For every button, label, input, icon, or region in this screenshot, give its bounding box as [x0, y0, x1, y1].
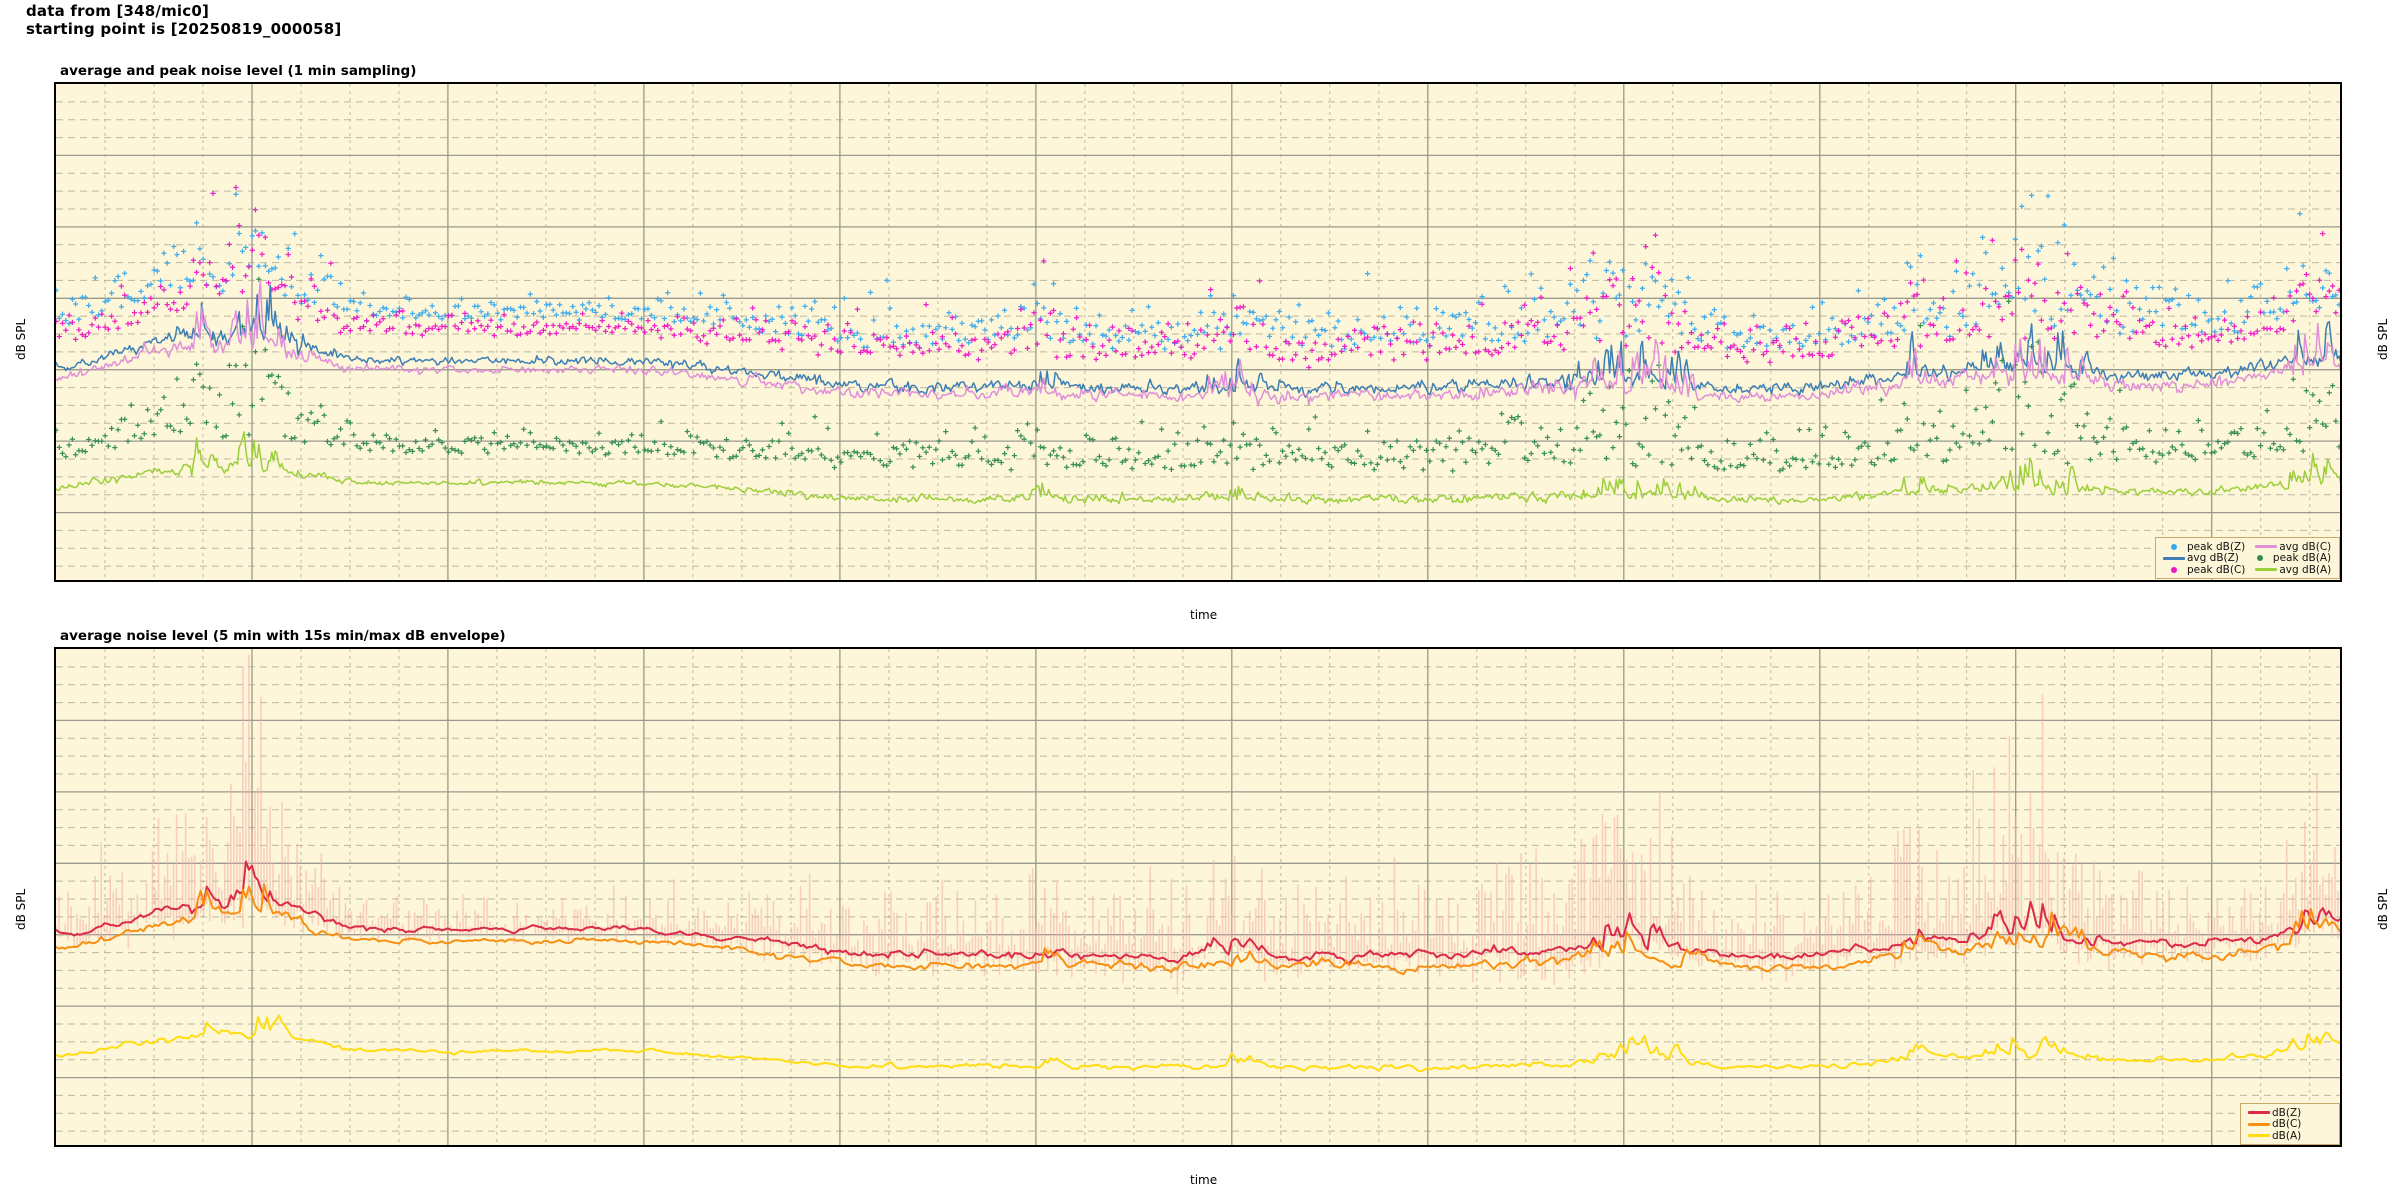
- legend-item[interactable]: peak dB(Z): [2161, 541, 2245, 553]
- legend-row: peak dB(Z) avg dB(C): [2161, 541, 2334, 553]
- chart-top-ylabel-left: dB SPL: [14, 318, 28, 360]
- legend-label: peak dB(Z): [2187, 540, 2246, 553]
- legend-item[interactable]: dB(C): [2246, 1118, 2301, 1130]
- chart-top-title: average and peak noise level (1 min samp…: [60, 63, 417, 79]
- legend-row: avg dB(Z) peak dB(A): [2161, 552, 2334, 564]
- legend-line-marker: [2246, 1134, 2272, 1138]
- legend-item[interactable]: peak dB(C): [2161, 564, 2245, 576]
- legend-label: dB(A): [2272, 1129, 2302, 1142]
- chart-bottom-ylabel-right: dB SPL: [2376, 888, 2390, 930]
- chart-top-plot-area: [54, 82, 2342, 582]
- header-data-source: data from [348/mic0]: [26, 2, 210, 20]
- legend-label: dB(Z): [2272, 1106, 2302, 1119]
- legend-line-marker: [2161, 556, 2187, 560]
- legend-item[interactable]: dB(Z): [2246, 1107, 2301, 1119]
- chart-bottom-ylabel-left: dB SPL: [14, 888, 28, 930]
- legend-label: dB(C): [2272, 1118, 2302, 1131]
- legend-row: dB(A): [2246, 1130, 2334, 1142]
- legend-line-marker: [2246, 1111, 2272, 1115]
- chart-panel-bottom: average noise level (5 min with 15s min/…: [0, 600, 2400, 1200]
- chart-top-ylabel-right: dB SPL: [2376, 318, 2390, 360]
- chart-top-xlabel: time: [1190, 608, 1218, 622]
- legend-label: peak dB(A): [2272, 552, 2332, 565]
- legend-dot-marker: [2247, 555, 2273, 562]
- legend-label: avg dB(Z): [2187, 552, 2239, 565]
- chart-bottom-xlabel: time: [1190, 1173, 1218, 1187]
- legend-item[interactable]: peak dB(A): [2247, 552, 2331, 564]
- chart-panel-top: average and peak noise level (1 min samp…: [14, 63, 2390, 622]
- legend-item[interactable]: avg dB(Z): [2161, 552, 2239, 564]
- legend-label: peak dB(C): [2187, 563, 2246, 576]
- legend-item[interactable]: dB(A): [2246, 1130, 2301, 1142]
- legend-row: dB(Z): [2246, 1107, 2334, 1119]
- legend-row: peak dB(C) avg dB(A): [2161, 564, 2334, 576]
- chart-bottom-title: average noise level (5 min with 15s min/…: [60, 628, 506, 644]
- legend-label: avg dB(C): [2279, 540, 2332, 553]
- legend-label: avg dB(A): [2279, 563, 2332, 576]
- legend-dot-marker: [2161, 543, 2187, 550]
- chart-top-legend[interactable]: peak dB(Z) avg dB(C) avg dB(Z) peak dB(A) pe…: [2155, 537, 2340, 579]
- chart-bottom-plot-area: [54, 647, 2342, 1147]
- chart-bottom-legend[interactable]: dB(Z) dB(C) dB(A): [2240, 1103, 2340, 1145]
- header-starting-point: starting point is [20250819_000058]: [26, 20, 342, 38]
- legend-row: dB(C): [2246, 1118, 2334, 1130]
- legend-item[interactable]: avg dB(A): [2253, 564, 2331, 576]
- legend-line-marker: [2253, 545, 2279, 549]
- legend-item[interactable]: avg dB(C): [2253, 541, 2331, 553]
- legend-line-marker: [2246, 1122, 2272, 1126]
- legend-dot-marker: [2161, 566, 2187, 573]
- legend-line-marker: [2253, 568, 2279, 572]
